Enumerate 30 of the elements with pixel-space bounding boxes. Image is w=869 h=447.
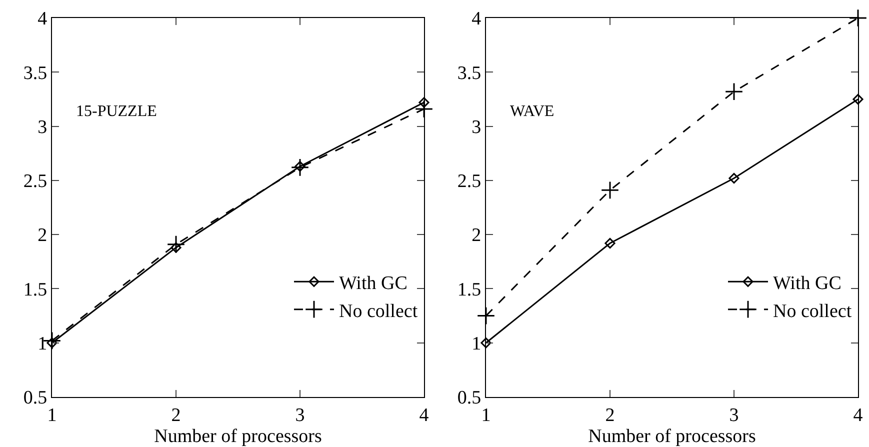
y-tick-label: 2.5 xyxy=(457,171,482,192)
legend-label: With GC xyxy=(339,273,408,294)
legend-label: No collect xyxy=(339,300,418,322)
x-tick-label: 3 xyxy=(729,404,739,426)
legend-label: With GC xyxy=(773,273,842,294)
x-tick-label: 2 xyxy=(171,404,181,426)
x-axis-title: Number of processors xyxy=(154,426,322,447)
y-tick-label: 1.5 xyxy=(457,279,482,300)
y-tick-label: 4 xyxy=(472,8,482,30)
x-tick-label: 4 xyxy=(853,404,864,426)
y-tick-label: 3 xyxy=(38,116,48,138)
y-tick-label: 3.5 xyxy=(457,62,482,84)
x-tick-label: 2 xyxy=(605,404,615,426)
y-tick-label: 0.5 xyxy=(23,388,48,409)
y-tick-label: 3 xyxy=(472,116,482,138)
x-axis-title: Number of processors xyxy=(588,426,756,447)
y-tick-label: 3.5 xyxy=(23,62,48,84)
annotation: 15-PUZZLE xyxy=(76,103,157,120)
y-tick-label: 1 xyxy=(38,334,48,355)
annotation: WAVE xyxy=(510,103,554,120)
y-tick-label: 2.5 xyxy=(23,171,48,192)
y-tick-label: 0.5 xyxy=(457,388,482,409)
x-tick-label: 3 xyxy=(295,404,305,426)
y-tick-label: 2 xyxy=(472,225,482,246)
y-tick-label: 1 xyxy=(472,334,482,355)
y-tick-label: 4 xyxy=(38,8,48,30)
y-tick-label: 1.5 xyxy=(23,279,48,300)
y-tick-label: 2 xyxy=(38,225,48,246)
x-tick-label: 4 xyxy=(419,404,430,426)
legend-label: No collect xyxy=(773,300,852,322)
